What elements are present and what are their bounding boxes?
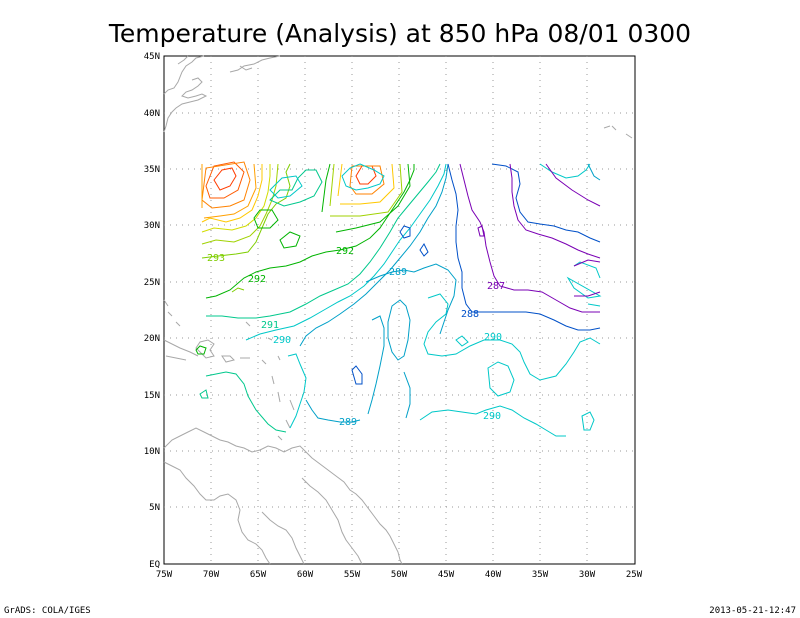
contour-label: 293 (207, 253, 225, 264)
contour-label: 290 (273, 335, 291, 346)
contour-label: 289 (339, 417, 357, 428)
latitude-axis: 45N 40N 35N 30N 25N 20N 15N 10N 5N EQ (144, 52, 160, 570)
lat-tick-label: 45N (144, 52, 160, 62)
lon-tick-label: 55W (344, 570, 361, 580)
lat-tick-label: 40N (144, 109, 160, 119)
lon-tick-label: 50W (391, 570, 408, 580)
lat-tick-label: 5N (149, 503, 160, 513)
contour-label: 290 (484, 332, 502, 343)
lon-tick-label: 60W (297, 570, 314, 580)
footer-timestamp: 2013-05-21-12:47 (709, 606, 796, 616)
map-frame (163, 55, 636, 565)
lat-tick-label: 20N (144, 334, 160, 344)
contour-label: 287 (487, 281, 505, 292)
lon-tick-label: 70W (203, 570, 220, 580)
longitude-axis: 75W 70W 65W 60W 55W 50W 45W 40W 35W 30W … (156, 570, 643, 580)
lon-tick-label: 35W (532, 570, 549, 580)
lon-tick-label: 65W (250, 570, 267, 580)
gridlines (164, 56, 635, 564)
lat-tick-label: EQ (149, 560, 160, 570)
lon-tick-label: 25W (626, 570, 643, 580)
lat-tick-label: 25N (144, 278, 160, 288)
lat-tick-label: 10N (144, 447, 160, 457)
contour-label: 292 (248, 274, 266, 285)
contour-label: 290 (483, 411, 501, 422)
lon-tick-label: 40W (485, 570, 502, 580)
lat-tick-label: 35N (144, 165, 160, 175)
lon-tick-label: 30W (579, 570, 596, 580)
lat-tick-label: 15N (144, 391, 160, 401)
map-title: Temperature (Analysis) at 850 hPa 08/01 … (108, 19, 691, 48)
coastlines (163, 55, 633, 565)
lat-tick-label: 30N (144, 221, 160, 231)
contour-label: 288 (461, 309, 479, 320)
contour-label: 291 (261, 320, 279, 331)
temperature-contours (195, 161, 602, 437)
lon-tick-label: 45W (438, 570, 455, 580)
contour-label: 289 (389, 267, 407, 278)
contour-label: 292 (336, 246, 354, 257)
lon-tick-label: 75W (156, 570, 173, 580)
footer-credit: GrADS: COLA/IGES (4, 606, 91, 616)
contour-labels: 293 292 292 291 290 289 289 288 287 290 … (207, 246, 505, 428)
